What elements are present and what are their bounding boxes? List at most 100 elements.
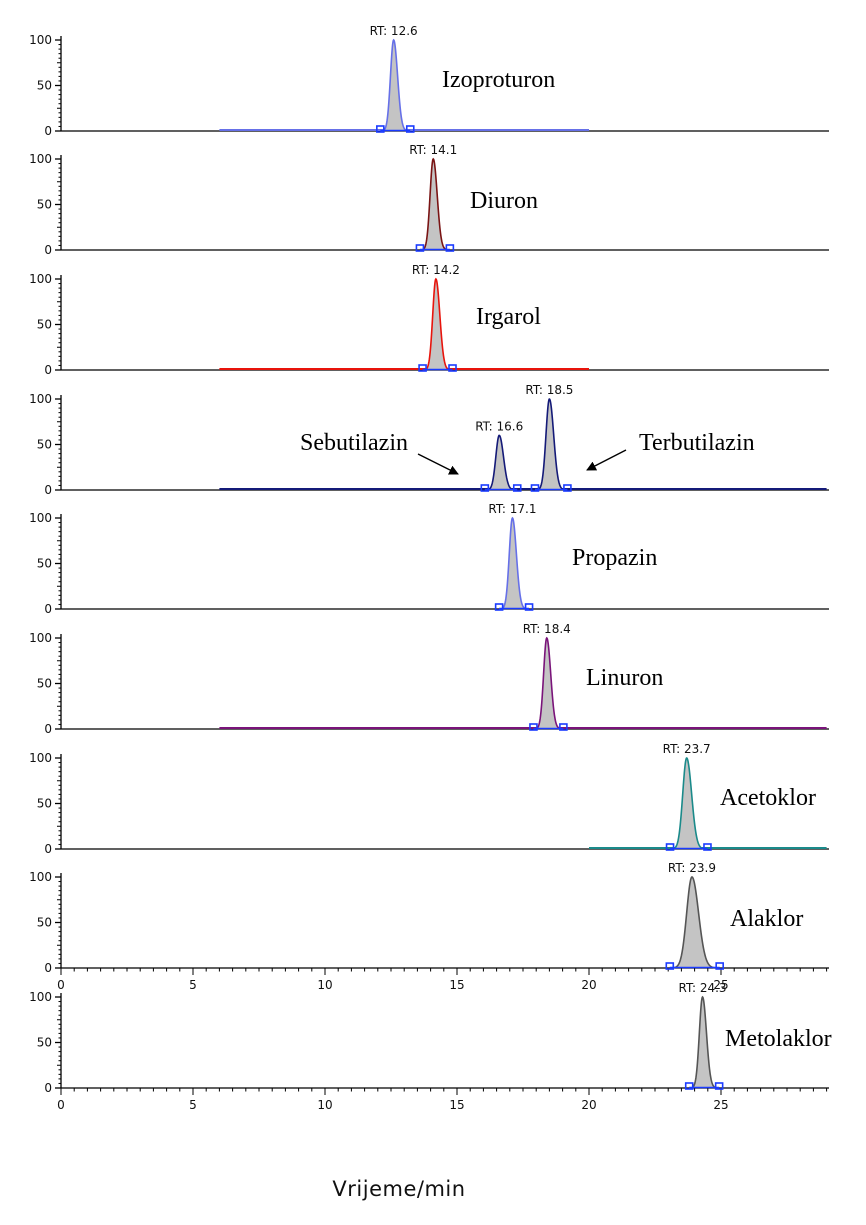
y-tick-label: 100 (29, 152, 52, 166)
rt-label: RT: 23.7 (663, 742, 711, 756)
compound-label: Alaklor (730, 906, 803, 932)
y-tick-label: 0 (44, 722, 52, 736)
peak-area (499, 518, 529, 609)
x-tick-label: 15 (449, 978, 464, 992)
integration-end-marker (715, 962, 724, 970)
compound-label: Acetoklor (720, 785, 816, 811)
y-tick-label: 0 (44, 363, 52, 377)
integration-start-marker (530, 484, 540, 492)
x-axis-label: Vrijeme/min (332, 1177, 465, 1201)
y-tick-label: 50 (37, 677, 52, 691)
x-tick-label: 25 (713, 978, 728, 992)
y-tick-label: 0 (44, 961, 52, 975)
peak-trace (499, 516, 529, 610)
y-tick-label: 100 (29, 272, 52, 286)
y-tick-label: 50 (37, 557, 52, 571)
x-tick-label: 20 (581, 978, 596, 992)
y-tick-label: 50 (37, 797, 52, 811)
panel-1: 0 50 100 RT: 12.6 Izoproturon (29, 24, 829, 138)
peak-trace (533, 636, 564, 730)
y-tick-label: 50 (37, 916, 52, 930)
panel-6: 0 50 100 RT: 18.4 Linuron (29, 622, 829, 736)
compound-label: Propazin (572, 545, 657, 571)
integration-end-marker (448, 364, 457, 372)
x-tick-label: 0 (57, 978, 65, 992)
y-tick-label: 100 (29, 631, 52, 645)
peak-area (419, 159, 450, 250)
integration-start-marker (494, 603, 504, 611)
rt-label: RT: 17.1 (488, 502, 536, 516)
panel-2: 0 50 100 RT: 14.1 Diuron (29, 143, 829, 257)
integration-start-marker (415, 244, 425, 252)
x-tick-label: 15 (449, 1098, 464, 1112)
integration-end-marker (714, 1082, 724, 1090)
compound-label: Izoproturon (442, 67, 555, 93)
integration-end-marker (524, 603, 534, 611)
y-tick-label: 0 (44, 483, 52, 497)
panel-7: 0 50 100 RT: 23.7 Acetoklor (29, 742, 829, 856)
panel-8: 0 50 100 0 5 10 15 20 25 RT: 23.9 Alaklor (29, 861, 829, 992)
rt-label: RT: 14.1 (409, 143, 457, 157)
peak-area (380, 40, 411, 131)
rt-label: RT: 16.6 (475, 419, 523, 433)
y-tick-label: 100 (29, 392, 52, 406)
peak-trace (419, 157, 450, 251)
x-tick-label: 25 (713, 1098, 728, 1112)
panel-4: 0 50 100 RT: 16.6 RT: 18.5 Sebutilazin Terbuti… (29, 383, 829, 497)
y-tick-label: 50 (37, 198, 52, 212)
integration-end-marker (703, 843, 712, 851)
compound-label-sebutilazin: Sebutilazin (300, 430, 408, 456)
peak-trace (689, 995, 719, 1089)
rt-label: RT: 14.2 (412, 263, 460, 277)
x-tick-label: 5 (189, 978, 197, 992)
integration-start-marker (418, 364, 427, 372)
x-tick-label: 0 (57, 1098, 65, 1112)
peak-area (534, 399, 568, 490)
peak-area (670, 758, 708, 849)
peak-area (689, 997, 719, 1088)
compound-label: Linuron (586, 665, 663, 691)
y-tick-label: 100 (29, 751, 52, 765)
rt-label: RT: 18.5 (525, 383, 573, 397)
integration-end-marker (559, 723, 568, 731)
peak-trace (380, 38, 411, 132)
y-tick-label: 0 (44, 602, 52, 616)
panel-3: 0 50 100 RT: 14.2 Irgarol (29, 263, 829, 377)
x-tick-label: 5 (189, 1098, 197, 1112)
panel-5: 0 50 100 RT: 17.1 Propazin (29, 502, 829, 616)
peak-area (533, 638, 564, 729)
integration-start-marker (529, 723, 538, 731)
x-tick-label: 10 (317, 1098, 332, 1112)
y-tick-label: 100 (29, 870, 52, 884)
y-tick-label: 100 (29, 990, 52, 1004)
integration-end-marker (512, 484, 522, 492)
compound-label-terbutilazin: Terbutilazin (639, 430, 755, 456)
rt-label: RT: 12.6 (370, 24, 418, 38)
integration-start-marker (684, 1082, 694, 1090)
arrow-to-terbutilazin (586, 449, 627, 471)
integration-end-marker (405, 125, 415, 133)
integration-start-marker (480, 484, 490, 492)
x-tick-label: 10 (317, 978, 332, 992)
rt-label: RT: 23.9 (668, 861, 716, 875)
integration-start-marker (376, 125, 385, 133)
y-tick-label: 100 (29, 33, 52, 47)
integration-end-marker (563, 484, 572, 492)
peak-trace (422, 277, 453, 371)
y-tick-label: 50 (37, 438, 52, 452)
compound-label: Diuron (470, 188, 538, 214)
arrow-to-sebutilazin (417, 453, 459, 475)
rt-label: RT: 18.4 (523, 622, 571, 636)
y-tick-label: 0 (44, 243, 52, 257)
x-tick-label: 20 (581, 1098, 596, 1112)
y-tick-label: 50 (37, 79, 52, 93)
compound-label: Irgarol (476, 304, 541, 330)
peak-area (669, 877, 720, 968)
peak-area (484, 435, 518, 490)
peak-area (422, 279, 453, 370)
y-tick-label: 50 (37, 318, 52, 332)
integration-start-marker (665, 843, 675, 851)
